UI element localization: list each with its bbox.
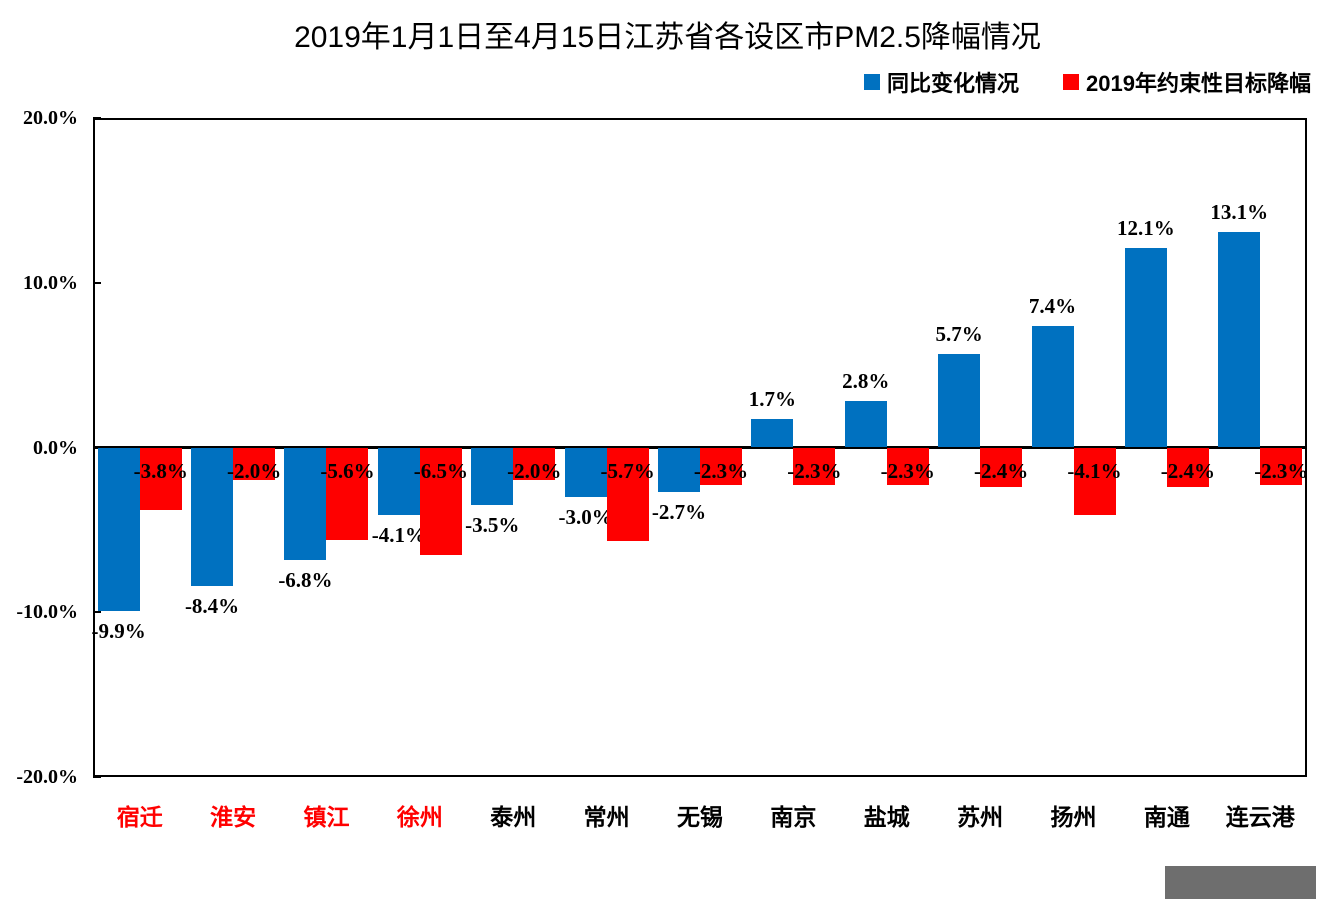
bar-blue-南通 bbox=[1124, 248, 1167, 448]
x-axis-city-label-泰州: 泰州 bbox=[490, 804, 537, 830]
bar-blue-无锡 bbox=[657, 447, 700, 492]
y-axis-tick-mark bbox=[93, 776, 101, 778]
bar-label-red-南通: -2.4% bbox=[1160, 458, 1216, 483]
bar-red-苏州 bbox=[980, 447, 1023, 488]
x-axis-city-label-扬州: 扬州 bbox=[1050, 804, 1097, 830]
legend-item-yoy-change: 同比变化情况 bbox=[864, 66, 1019, 98]
bar-label-red-淮安: -2.0% bbox=[226, 458, 282, 483]
bar-label-red-连云港: -2.3% bbox=[1254, 458, 1309, 483]
bar-label-blue-无锡: -2.7% bbox=[651, 499, 707, 524]
bar-red-无锡 bbox=[700, 447, 743, 486]
bar-blue-宿迁 bbox=[97, 447, 140, 611]
y-axis-tick-label: -10.0% bbox=[16, 601, 78, 624]
bar-blue-连云港 bbox=[1218, 231, 1261, 448]
bar-label-blue-连云港: 13.1% bbox=[1210, 199, 1269, 224]
x-axis-city-label-苏州: 苏州 bbox=[957, 804, 1004, 830]
x-axis-city-label-淮安: 淮安 bbox=[210, 804, 257, 830]
bar-blue-淮安 bbox=[191, 447, 234, 586]
bar-label-red-镇江: -5.6% bbox=[320, 458, 375, 483]
bar-label-blue-徐州: -4.1% bbox=[371, 523, 426, 548]
bar-red-盐城 bbox=[886, 447, 929, 486]
y-axis-tick-label: 0.0% bbox=[33, 436, 78, 459]
y-axis-tick-label: 10.0% bbox=[23, 271, 78, 294]
bar-red-宿迁 bbox=[139, 447, 182, 511]
bar-red-常州 bbox=[606, 447, 649, 542]
bar-label-blue-淮安: -8.4% bbox=[184, 593, 240, 618]
y-axis-tick-mark bbox=[93, 611, 101, 614]
bar-blue-泰州 bbox=[471, 447, 514, 506]
bar-label-blue-苏州: 5.7% bbox=[935, 321, 983, 346]
bar-blue-徐州 bbox=[377, 447, 420, 516]
bar-red-淮安 bbox=[233, 447, 276, 481]
chart-title: 2019年1月1日至4月15日江苏省各设区市PM2.5降幅情况 bbox=[294, 21, 1041, 54]
y-axis-tick-mark bbox=[93, 117, 101, 119]
legend-label-binding-target: 2019年约束性目标降幅 bbox=[1086, 71, 1311, 96]
bar-label-red-泰州: -2.0% bbox=[507, 458, 562, 483]
x-axis-city-label-无锡: 无锡 bbox=[677, 804, 723, 830]
legend-swatch-red-icon bbox=[1063, 74, 1080, 90]
x-axis-city-label-连云港: 连云港 bbox=[1225, 804, 1295, 830]
bar-blue-常州 bbox=[564, 447, 607, 497]
bar-blue-镇江 bbox=[284, 447, 327, 560]
bar-label-blue-常州: -3.0% bbox=[558, 504, 613, 529]
bar-red-扬州 bbox=[1073, 447, 1116, 516]
x-axis-city-label-镇江: 镇江 bbox=[303, 804, 350, 830]
bar-label-red-宿迁: -3.8% bbox=[133, 458, 188, 483]
watermark-box bbox=[1165, 866, 1316, 899]
bar-label-red-无锡: -2.3% bbox=[693, 458, 749, 483]
bar-label-red-扬州: -4.1% bbox=[1067, 458, 1122, 483]
bar-label-blue-南京: 1.7% bbox=[748, 387, 796, 412]
x-axis-city-label-徐州: 徐州 bbox=[396, 804, 443, 830]
x-axis-city-label-南京: 南京 bbox=[770, 804, 817, 830]
bar-blue-扬州 bbox=[1031, 325, 1074, 448]
bar-red-徐州 bbox=[419, 447, 462, 555]
bar-red-镇江 bbox=[326, 447, 369, 540]
y-axis-tick-label: 20.0% bbox=[23, 107, 78, 129]
bar-label-blue-盐城: 2.8% bbox=[842, 369, 890, 394]
bar-label-red-盐城: -2.3% bbox=[880, 458, 935, 483]
bar-label-blue-南通: 12.1% bbox=[1117, 216, 1175, 241]
bar-blue-苏州 bbox=[938, 353, 981, 448]
x-axis-city-label-宿迁: 宿迁 bbox=[116, 804, 163, 830]
bar-label-red-常州: -5.7% bbox=[600, 458, 655, 483]
legend: 同比变化情况 2019年约束性目标降幅 bbox=[864, 66, 1311, 98]
y-axis-tick-label: -20.0% bbox=[16, 766, 78, 788]
x-axis-city-label-常州: 常州 bbox=[583, 804, 630, 830]
bar-blue-盐城 bbox=[844, 401, 887, 448]
y-axis-tick-mark bbox=[93, 281, 101, 284]
legend-swatch-blue-icon bbox=[864, 74, 881, 90]
legend-label-yoy-change: 同比变化情况 bbox=[887, 71, 1020, 96]
bar-red-南通 bbox=[1166, 447, 1209, 488]
bar-label-red-苏州: -2.4% bbox=[974, 458, 1029, 483]
bar-label-red-徐州: -6.5% bbox=[413, 458, 468, 483]
bar-blue-南京 bbox=[751, 419, 794, 448]
bar-label-blue-镇江: -6.8% bbox=[278, 567, 333, 592]
bar-red-泰州 bbox=[513, 447, 556, 481]
legend-item-binding-target: 2019年约束性目标降幅 bbox=[1063, 66, 1311, 98]
bar-label-blue-泰州: -3.5% bbox=[465, 513, 520, 538]
bar-label-blue-宿迁: -9.9% bbox=[91, 618, 146, 643]
bar-label-blue-扬州: 7.4% bbox=[1028, 293, 1077, 318]
bar-red-连云港 bbox=[1260, 447, 1303, 486]
bar-label-red-南京: -2.3% bbox=[787, 458, 842, 483]
bar-red-南京 bbox=[793, 447, 836, 486]
x-axis-city-label-盐城: 盐城 bbox=[863, 804, 910, 830]
x-axis-city-label-南通: 南通 bbox=[1143, 804, 1190, 830]
